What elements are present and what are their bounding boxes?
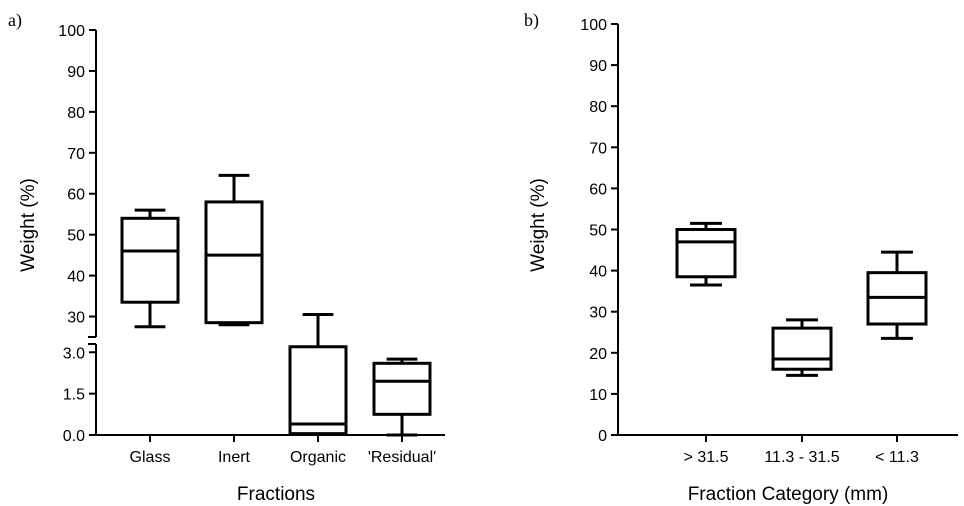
iqr-box [771, 326, 833, 371]
panel-b-axes: 0 10 20 30 40 50 60 70 80 90 100 > 31.5 11.3 - 31.5 <… [580, 17, 958, 466]
y-tick-label: 60 [67, 187, 85, 204]
panel-b-x-axis-title: Fraction Category (mm) [688, 484, 889, 505]
iqr-box [204, 200, 264, 325]
iqr-box [372, 361, 432, 416]
x-tick-label-31-5: > 31.5 [684, 449, 729, 466]
y-tick-label: 90 [67, 64, 85, 81]
y-tick-label: 20 [589, 346, 607, 363]
iqr-box [288, 345, 348, 436]
y-tick-label: 90 [589, 58, 607, 75]
y-tick-label: 70 [67, 146, 85, 163]
panel-a-axes: 30 40 50 60 70 80 90 100 0.0 1.5 3.0 Glass Inert Orga… [58, 23, 445, 466]
x-tick-label-inert: Inert [218, 449, 251, 466]
y-tick-label: 0 [598, 428, 607, 445]
panel-a-label: a) [8, 10, 22, 31]
panel-a-box-residual [372, 357, 432, 437]
panel-a-x-axis-title: Fractions [237, 484, 315, 505]
panel-a-boxes [120, 173, 432, 437]
panel-b-label: b) [524, 10, 539, 31]
x-tick-label-11-3: < 11.3 [875, 449, 919, 466]
panel-b-box-31-5 [675, 221, 737, 287]
panel-a-chart: a) Weight (%) Fractions 30 40 50 60 70 80 90 10… [8, 10, 445, 505]
y-tick-label: 1.5 [63, 387, 85, 404]
y-tick-label: 80 [589, 99, 607, 116]
y-tick-label: 30 [589, 305, 607, 322]
panel-b-box-11-3 [866, 250, 928, 340]
panel-b-y-axis-title: Weight (%) [528, 178, 549, 272]
x-tick-label-organic: Organic [290, 449, 346, 466]
panel-b-box-11-3-31-5 [771, 318, 833, 377]
x-tick-label-11-3-31-5: 11.3 - 31.5 [764, 449, 839, 466]
y-tick-label: 60 [589, 181, 607, 198]
y-tick-label: 70 [589, 140, 607, 157]
iqr-box [675, 228, 737, 279]
panel-a-y-axis-title: Weight (%) [18, 178, 39, 272]
y-tick-label: 100 [58, 23, 85, 40]
panel-b-chart: b) Weight (%) Fraction Category (mm) 0 10… [524, 10, 958, 505]
y-tick-label: 40 [589, 264, 607, 281]
panel-a-box-glass [120, 208, 180, 329]
y-tick-label: 10 [589, 387, 607, 404]
panel-a-box-organic [288, 312, 348, 436]
y-tick-label: 50 [67, 228, 85, 245]
y-tick-label: 30 [67, 310, 85, 327]
x-tick-label-glass: Glass [130, 449, 171, 466]
panel-b-boxes [675, 221, 928, 377]
y-tick-label: 100 [580, 17, 607, 34]
y-tick-label: 50 [589, 223, 607, 240]
y-tick-label: 80 [67, 105, 85, 122]
y-tick-label: 40 [67, 269, 85, 286]
y-tick-label: 0.0 [63, 428, 85, 445]
y-tick-label: 3.0 [63, 345, 85, 362]
iqr-box [120, 216, 180, 304]
panel-a-box-inert [204, 173, 264, 327]
x-tick-label-residual: 'Residual' [368, 449, 436, 466]
